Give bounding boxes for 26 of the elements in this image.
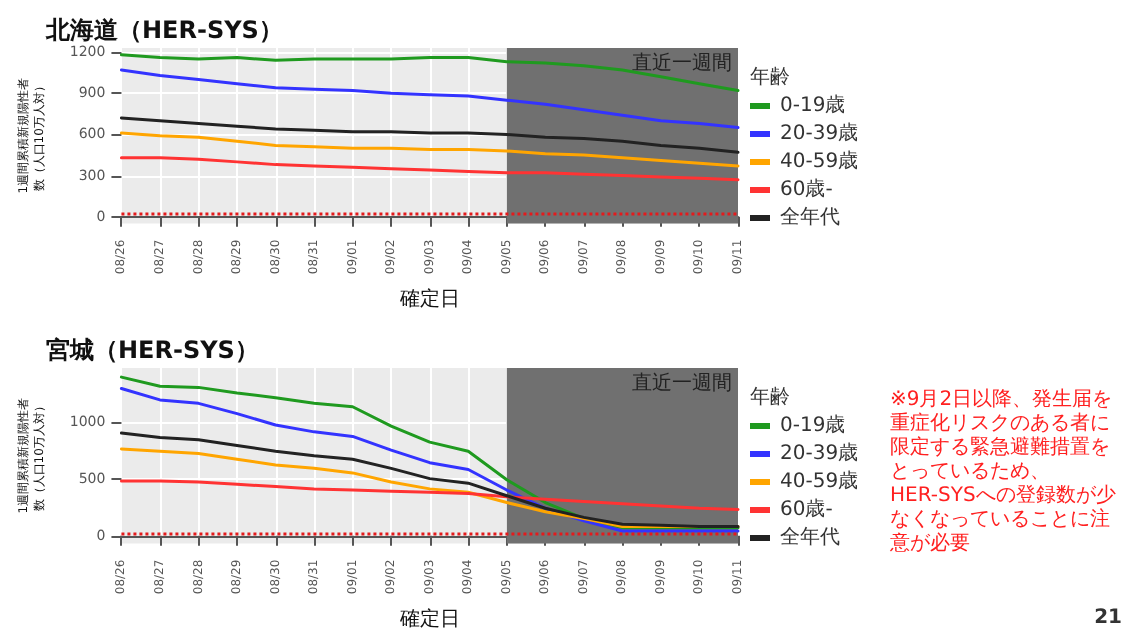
legend-label: 60歳- [780,177,834,201]
legend-label: 40-59歳 [780,149,859,173]
legend-label: 20-39歳 [780,441,859,465]
x-axis-title: 確定日 [397,607,460,631]
text: 21 [1094,607,1123,629]
x-axis-title: 確定日 [397,287,460,311]
line-series [119,479,740,511]
chart-title: 北海道（HER-SYS） [44,16,283,44]
legend-label: 全年代 [780,525,840,549]
legend-label: 40-59歳 [780,469,859,493]
legend-label: 0-19歳 [780,413,846,437]
chart-title: 宮城（HER-SYS） [46,336,259,364]
line-series [119,431,740,529]
text: ※9月2日以降、発生届を重症化リスクのある者に限定する緊急避難措置をとっているため、HER-SYSへの登録数が少なくなっていることに注意が必要 [888,387,1116,555]
legend-label: 0-19歳 [780,93,846,117]
line-series [119,116,740,154]
legend-title: 年齢 [750,65,790,89]
legend-label: 60歳- [780,497,834,521]
band-label: 直近一週間 [632,371,732,395]
legend-label: 全年代 [780,205,840,229]
line-series [119,68,740,130]
band-label: 直近一週間 [632,51,732,75]
line-series [119,131,740,168]
legend-label: 20-39歳 [780,121,859,145]
line-series [119,156,740,182]
legend-title: 年齢 [750,385,790,409]
